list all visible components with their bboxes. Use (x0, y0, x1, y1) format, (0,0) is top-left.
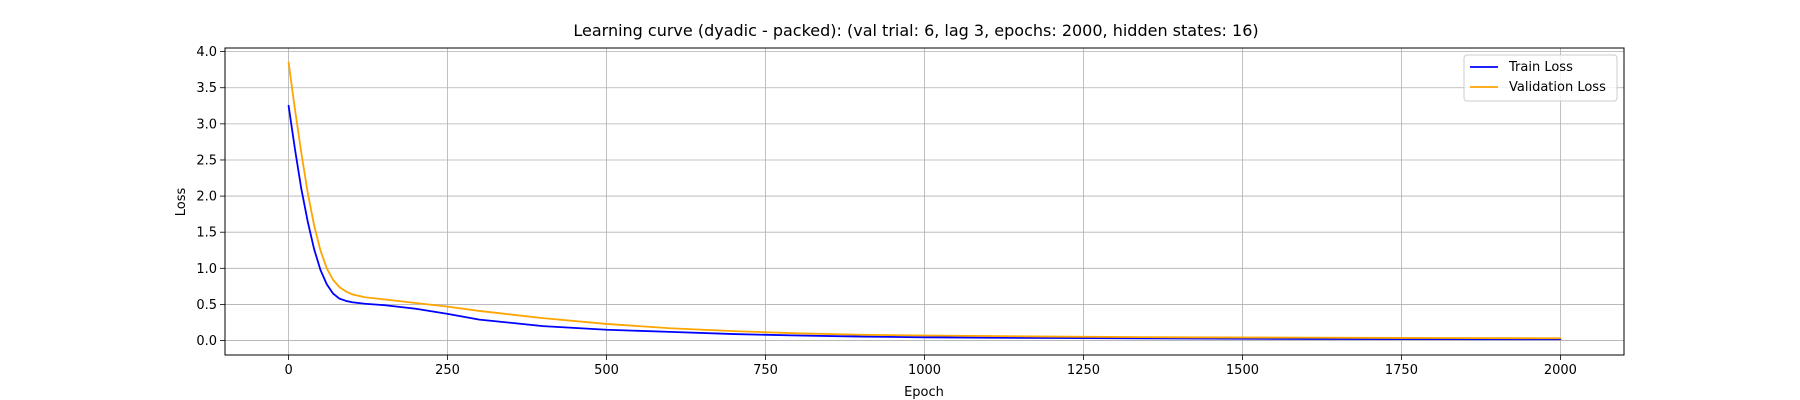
series-line-validation-loss (287, 61, 1562, 340)
y-axis-label: Loss (174, 188, 189, 217)
x-axis-label: Epoch (904, 385, 944, 400)
y-tick-label: 1.5 (196, 226, 217, 241)
x-tick-label: 1000 (908, 363, 941, 378)
grid (225, 48, 1624, 355)
legend: Train Loss Validation Loss (1463, 54, 1618, 102)
series-line-train-loss (287, 104, 1562, 341)
x-tick-label: 1500 (1226, 363, 1259, 378)
x-tick-label: 1250 (1067, 363, 1100, 378)
legend-label-train-loss: Train Loss (1508, 60, 1573, 75)
y-tick-label: 1.0 (196, 262, 217, 277)
x-tick-label: 0 (284, 363, 292, 378)
x-tick-label: 250 (435, 363, 460, 378)
y-tick-label: 4.0 (196, 45, 217, 60)
y-tick-label: 0.0 (196, 334, 217, 349)
y-tick-label: 3.0 (196, 117, 217, 132)
x-tick-label: 2000 (1544, 363, 1577, 378)
y-tick-label: 0.5 (196, 298, 217, 313)
y-tick-label: 2.5 (196, 153, 217, 168)
legend-box (1463, 54, 1618, 102)
y-tick-label: 2.0 (196, 190, 217, 205)
y-ticks: 0.0 0.5 1.0 1.5 2.0 2.5 3.0 3.5 4.0 (196, 45, 225, 349)
chart-title: Learning curve (dyadic - packed): (val t… (573, 21, 1258, 40)
x-tick-label: 1750 (1385, 363, 1418, 378)
x-tick-label: 500 (594, 363, 619, 378)
y-tick-label: 3.5 (196, 81, 217, 96)
series-lines (287, 61, 1562, 341)
x-tick-label: 750 (753, 363, 778, 378)
legend-label-validation-loss: Validation Loss (1509, 80, 1606, 95)
x-ticks: 0 250 500 750 1000 1250 1500 1750 2000 (284, 355, 1577, 378)
